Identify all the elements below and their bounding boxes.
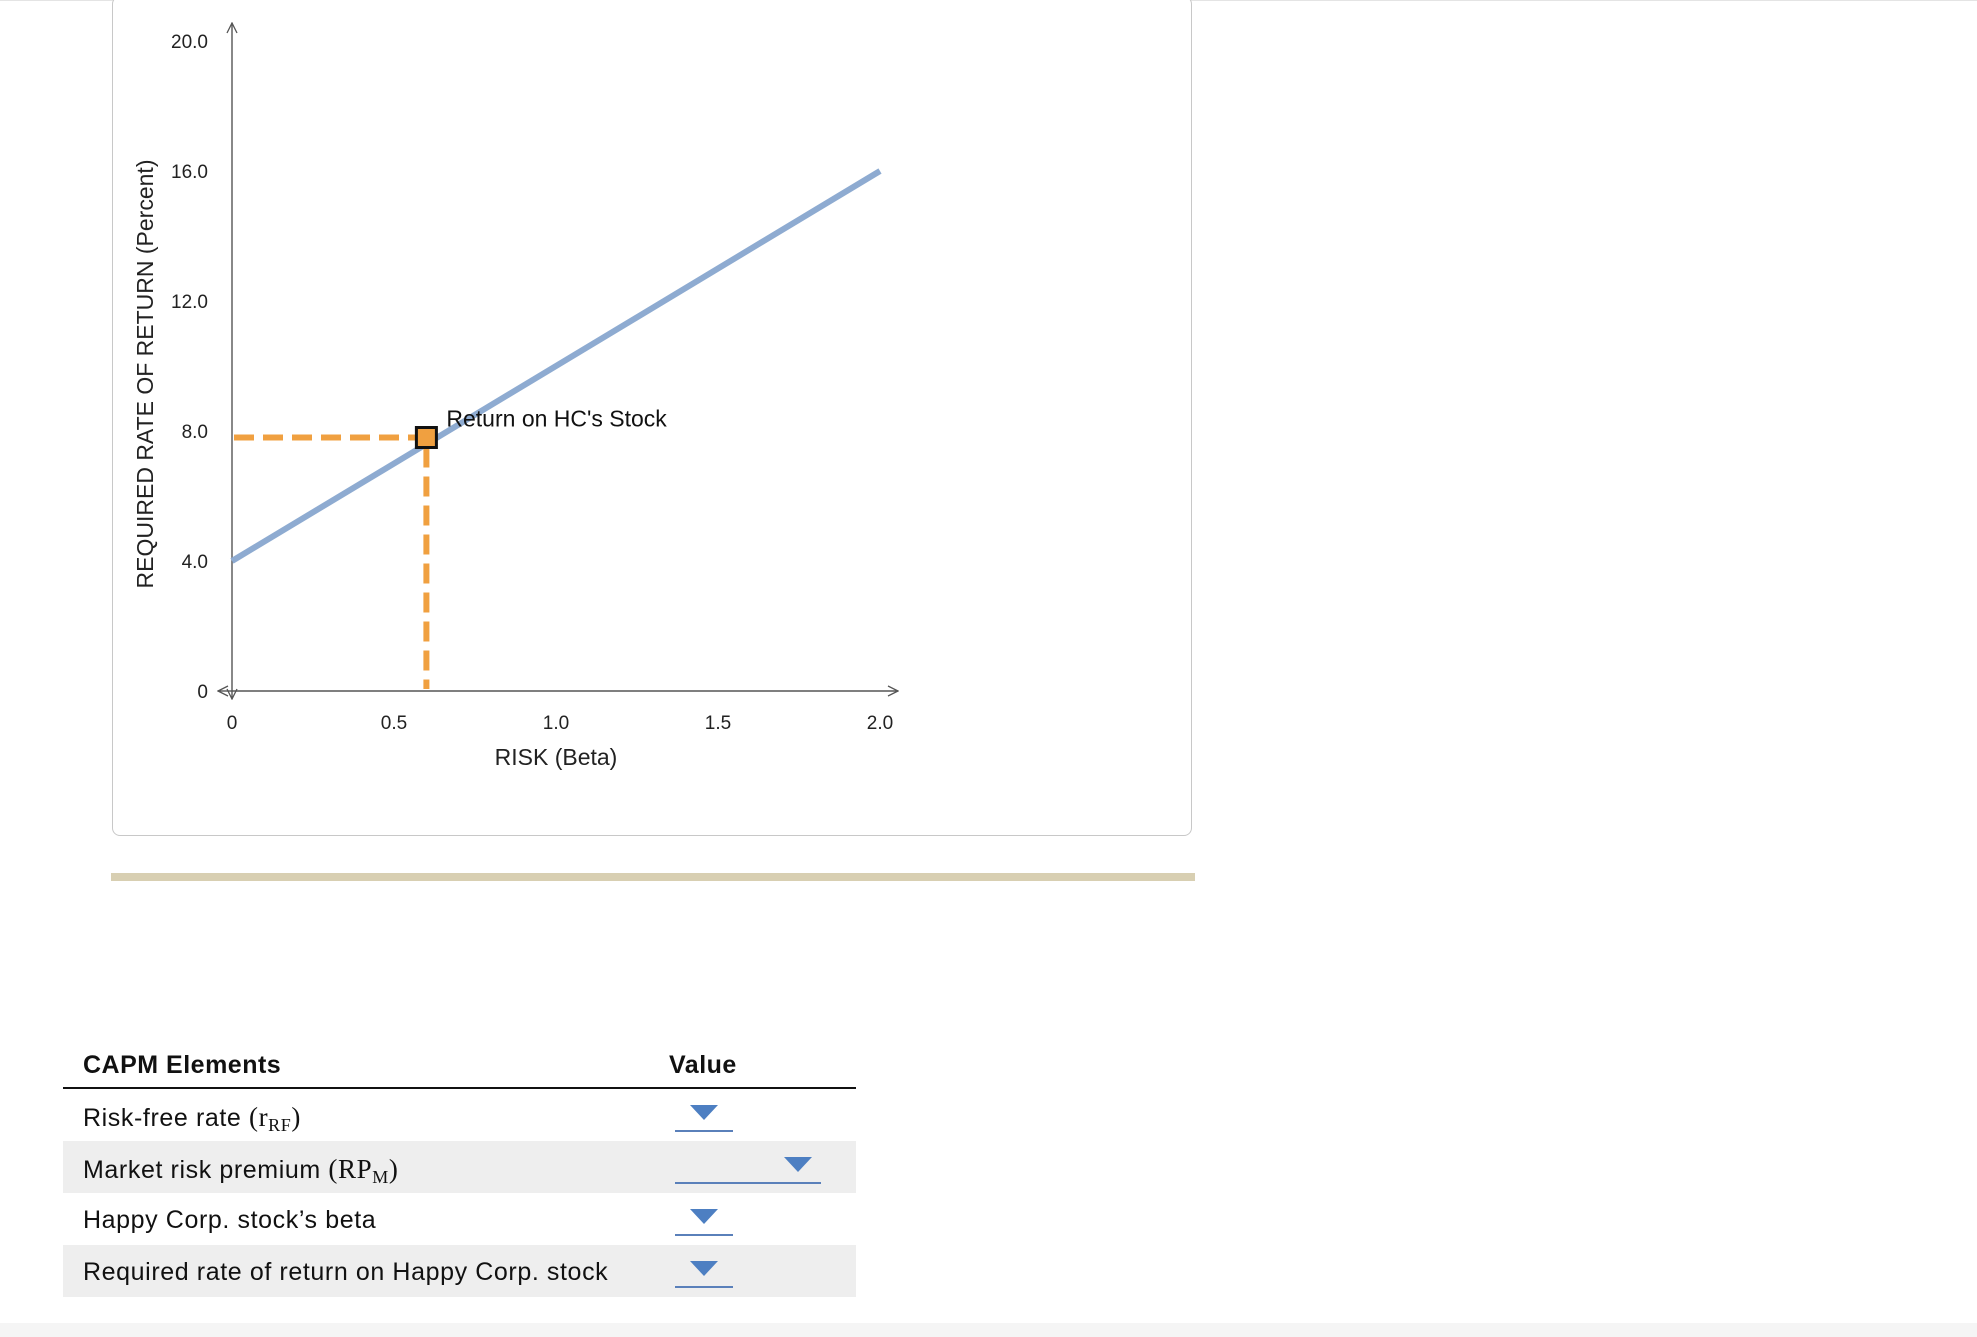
risk-free-rate-text: Risk-free rate — [83, 1104, 242, 1132]
x-tick-label: 0 — [227, 713, 238, 734]
row-stock-beta: Happy Corp. stock’s beta — [63, 1193, 856, 1245]
chart-frame — [112, 0, 1192, 836]
x-tick-label: 1.0 — [543, 713, 569, 734]
required-return-label: Required rate of return on Happy Corp. s… — [83, 1258, 609, 1286]
open-paren: ( — [328, 1154, 338, 1184]
hc-stock-point — [414, 426, 438, 449]
symbol-rp: RP — [337, 1154, 373, 1184]
chevron-down-icon — [690, 1105, 718, 1120]
risk-free-rate-symbol: (rRF) — [248, 1102, 301, 1135]
symbol-r: r — [258, 1102, 269, 1132]
close-paren: ) — [388, 1154, 399, 1184]
open-paren: ( — [248, 1102, 259, 1132]
subscript-rf: RF — [268, 1115, 292, 1135]
row-required-return: Required rate of return on Happy Corp. s… — [63, 1245, 856, 1297]
hc-stock-point-label: Return on HC's Stock — [446, 406, 667, 432]
market-risk-premium-label: Market risk premium (RPM) — [83, 1154, 398, 1188]
chevron-down-icon — [784, 1157, 812, 1172]
x-tick-label: 2.0 — [867, 713, 893, 734]
table-header: CAPM Elements Value — [63, 1043, 856, 1089]
y-axis-title: REQUIRED RATE OF RETURN (Percent) — [132, 160, 158, 589]
close-paren: ) — [291, 1102, 301, 1132]
subscript-m: M — [372, 1167, 389, 1187]
y-tick-label: 8.0 — [182, 422, 208, 443]
stock-beta-label: Happy Corp. stock’s beta — [83, 1206, 377, 1234]
market-risk-premium-symbol: (RPM) — [328, 1154, 399, 1187]
stock-beta-select[interactable] — [675, 1207, 733, 1236]
sml-line — [230, 168, 882, 564]
y-tick-label: 12.0 — [171, 292, 208, 313]
y-tick-label: 4.0 — [182, 552, 208, 573]
chevron-down-icon — [690, 1261, 718, 1276]
x-tick-label: 0.5 — [381, 713, 407, 734]
required-return-select[interactable] — [675, 1259, 733, 1288]
row-risk-free-rate: Risk-free rate (rRF) — [63, 1089, 856, 1141]
risk-free-rate-label: Risk-free rate (rRF) — [83, 1102, 301, 1136]
market-risk-premium-select[interactable] — [675, 1155, 821, 1184]
section-divider — [111, 873, 1195, 881]
y-tick-label: 0 — [197, 682, 208, 703]
y-tick-label: 16.0 — [171, 162, 208, 183]
sml-chart: 0 0.5 1.0 1.5 2.0 0 4.0 8.0 12.0 16.0 20.0 RISK (Be… — [132, 0, 1977, 770]
y-tick-label: 20.0 — [171, 32, 208, 53]
row-market-risk-premium: Market risk premium (RPM) — [63, 1141, 856, 1193]
page-bottom-band — [0, 1323, 1977, 1337]
risk-free-rate-select[interactable] — [675, 1103, 733, 1132]
market-risk-premium-text: Market risk premium — [83, 1156, 321, 1184]
capm-table: CAPM Elements Value Risk-free rate (rRF)… — [63, 1043, 856, 1297]
header-capm-elements: CAPM Elements — [83, 1051, 282, 1079]
x-tick-label: 1.5 — [705, 713, 731, 734]
header-value: Value — [669, 1051, 737, 1079]
x-axis-title: RISK (Beta) — [495, 744, 618, 770]
chevron-down-icon — [690, 1209, 718, 1224]
